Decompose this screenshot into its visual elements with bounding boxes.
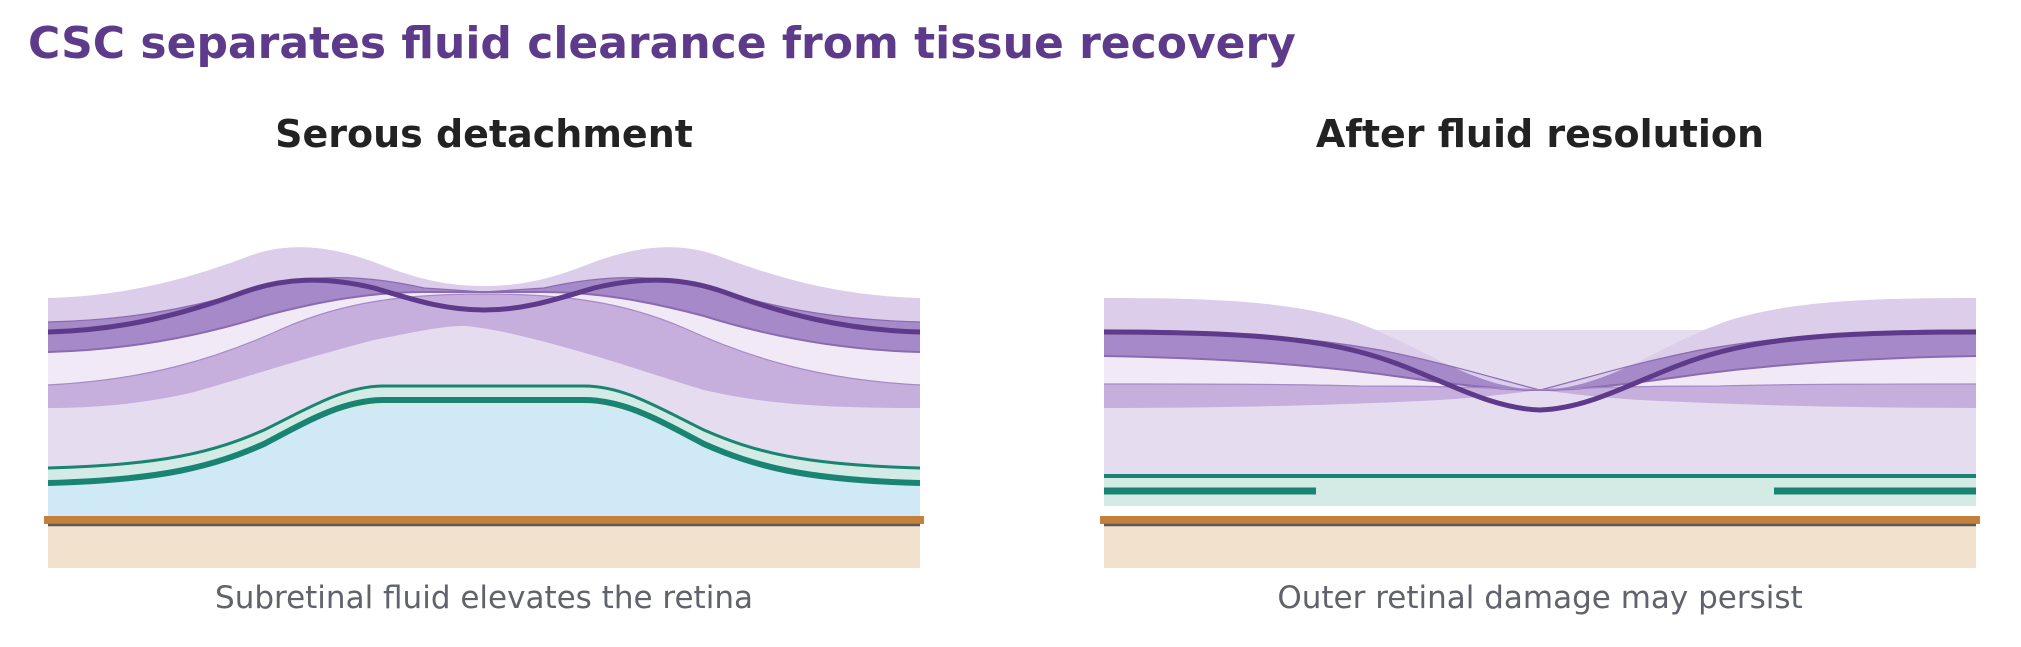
inner-nuclear-layer bbox=[1104, 356, 1976, 390]
outer-plexiform-layer bbox=[48, 294, 920, 408]
panel-title-after-fluid-resolution: After fluid resolution bbox=[1315, 112, 1765, 156]
nerve-fiber-layer bbox=[48, 247, 920, 322]
inner-limiting-membrane bbox=[1103, 329, 1977, 413]
photoreceptor-band bbox=[48, 386, 920, 480]
layer-boundary-line bbox=[1103, 383, 1977, 391]
panel-caption-serous-detachment: Subretinal fluid elevates the retina bbox=[215, 580, 753, 616]
interdigitation-line bbox=[47, 397, 921, 486]
choroid bbox=[48, 522, 920, 568]
inner-nuclear-layer bbox=[48, 292, 920, 385]
ellipsoid-zone-line bbox=[47, 384, 921, 470]
rpe-layer bbox=[1100, 516, 1980, 524]
subretinal-fluid bbox=[48, 406, 920, 520]
layer-boundary-line bbox=[47, 291, 921, 353]
inner-limiting-membrane bbox=[47, 277, 921, 335]
inner-plexiform-layer bbox=[48, 277, 920, 352]
rpe-layer bbox=[44, 516, 924, 524]
panel-title-serous-detachment: Serous detachment bbox=[275, 112, 693, 156]
nerve-fiber-layer bbox=[1104, 298, 1976, 390]
page-title: CSC separates fluid clearance from tissu… bbox=[28, 18, 1296, 69]
outer-plexiform-layer bbox=[1104, 384, 1976, 408]
serous-detachment-diagram bbox=[44, 247, 924, 568]
choroid bbox=[1104, 522, 1976, 568]
layer-boundary-line bbox=[47, 293, 921, 386]
after-fluid-resolution-diagram bbox=[1100, 298, 1980, 568]
panel-caption-after-fluid-resolution: Outer retinal damage may persist bbox=[1277, 580, 1803, 616]
